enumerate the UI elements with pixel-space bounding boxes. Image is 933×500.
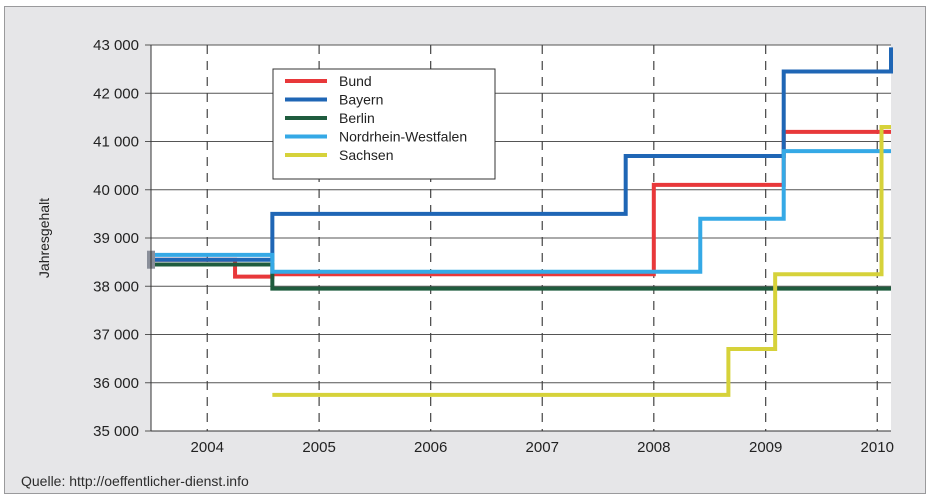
y-tick-label: 41 000 xyxy=(93,134,139,151)
legend-label: Berlin xyxy=(339,110,375,126)
x-tick-label: 2008 xyxy=(637,439,670,456)
x-tick-label: 2005 xyxy=(302,439,335,456)
y-axis-label: Jahresgehalt xyxy=(36,198,52,278)
y-tick-label: 40 000 xyxy=(93,182,139,199)
axes: 35 000 36 000 37 000 38 000 39 000 40 000 41 0… xyxy=(93,37,894,456)
y-tick-label: 42 000 xyxy=(93,85,139,102)
y-tick-label: 43 000 xyxy=(93,37,139,54)
y-tick-label: 39 000 xyxy=(93,230,139,247)
y-tick-label: 37 000 xyxy=(93,327,139,344)
x-tick-label: 2010 xyxy=(861,439,894,456)
legend-label: Sachsen xyxy=(339,147,393,163)
chart-frame: 35 000 36 000 37 000 38 000 39 000 40 000 41 0… xyxy=(4,6,926,494)
series-line xyxy=(151,262,891,291)
legend-label: Bund xyxy=(339,73,372,89)
source-note: Quelle: http://oeffentlicher-dienst.info xyxy=(21,473,249,489)
legend: Bund Bayern Berlin Nordrhein-Westfalen Sachs… xyxy=(272,68,496,180)
legend-label: Bayern xyxy=(339,92,383,108)
series-line xyxy=(272,125,891,397)
x-tick-label: 2009 xyxy=(749,439,782,456)
y-tick-label: 36 000 xyxy=(93,375,139,392)
grid xyxy=(145,44,891,432)
y-tick-label: 38 000 xyxy=(93,278,139,295)
series-line xyxy=(151,47,893,262)
chart-canvas: 35 000 36 000 37 000 38 000 39 000 40 000 41 0… xyxy=(36,37,894,456)
y-tick-label: 35 000 xyxy=(93,423,139,440)
series-lines xyxy=(147,47,893,397)
series-line xyxy=(151,149,891,274)
legend-label: Nordrhein-Westfalen xyxy=(339,129,467,145)
x-tick-label: 2007 xyxy=(526,439,559,456)
x-tick-label: 2006 xyxy=(414,439,447,456)
x-tick-label: 2004 xyxy=(191,439,224,456)
legend-box xyxy=(272,68,496,180)
